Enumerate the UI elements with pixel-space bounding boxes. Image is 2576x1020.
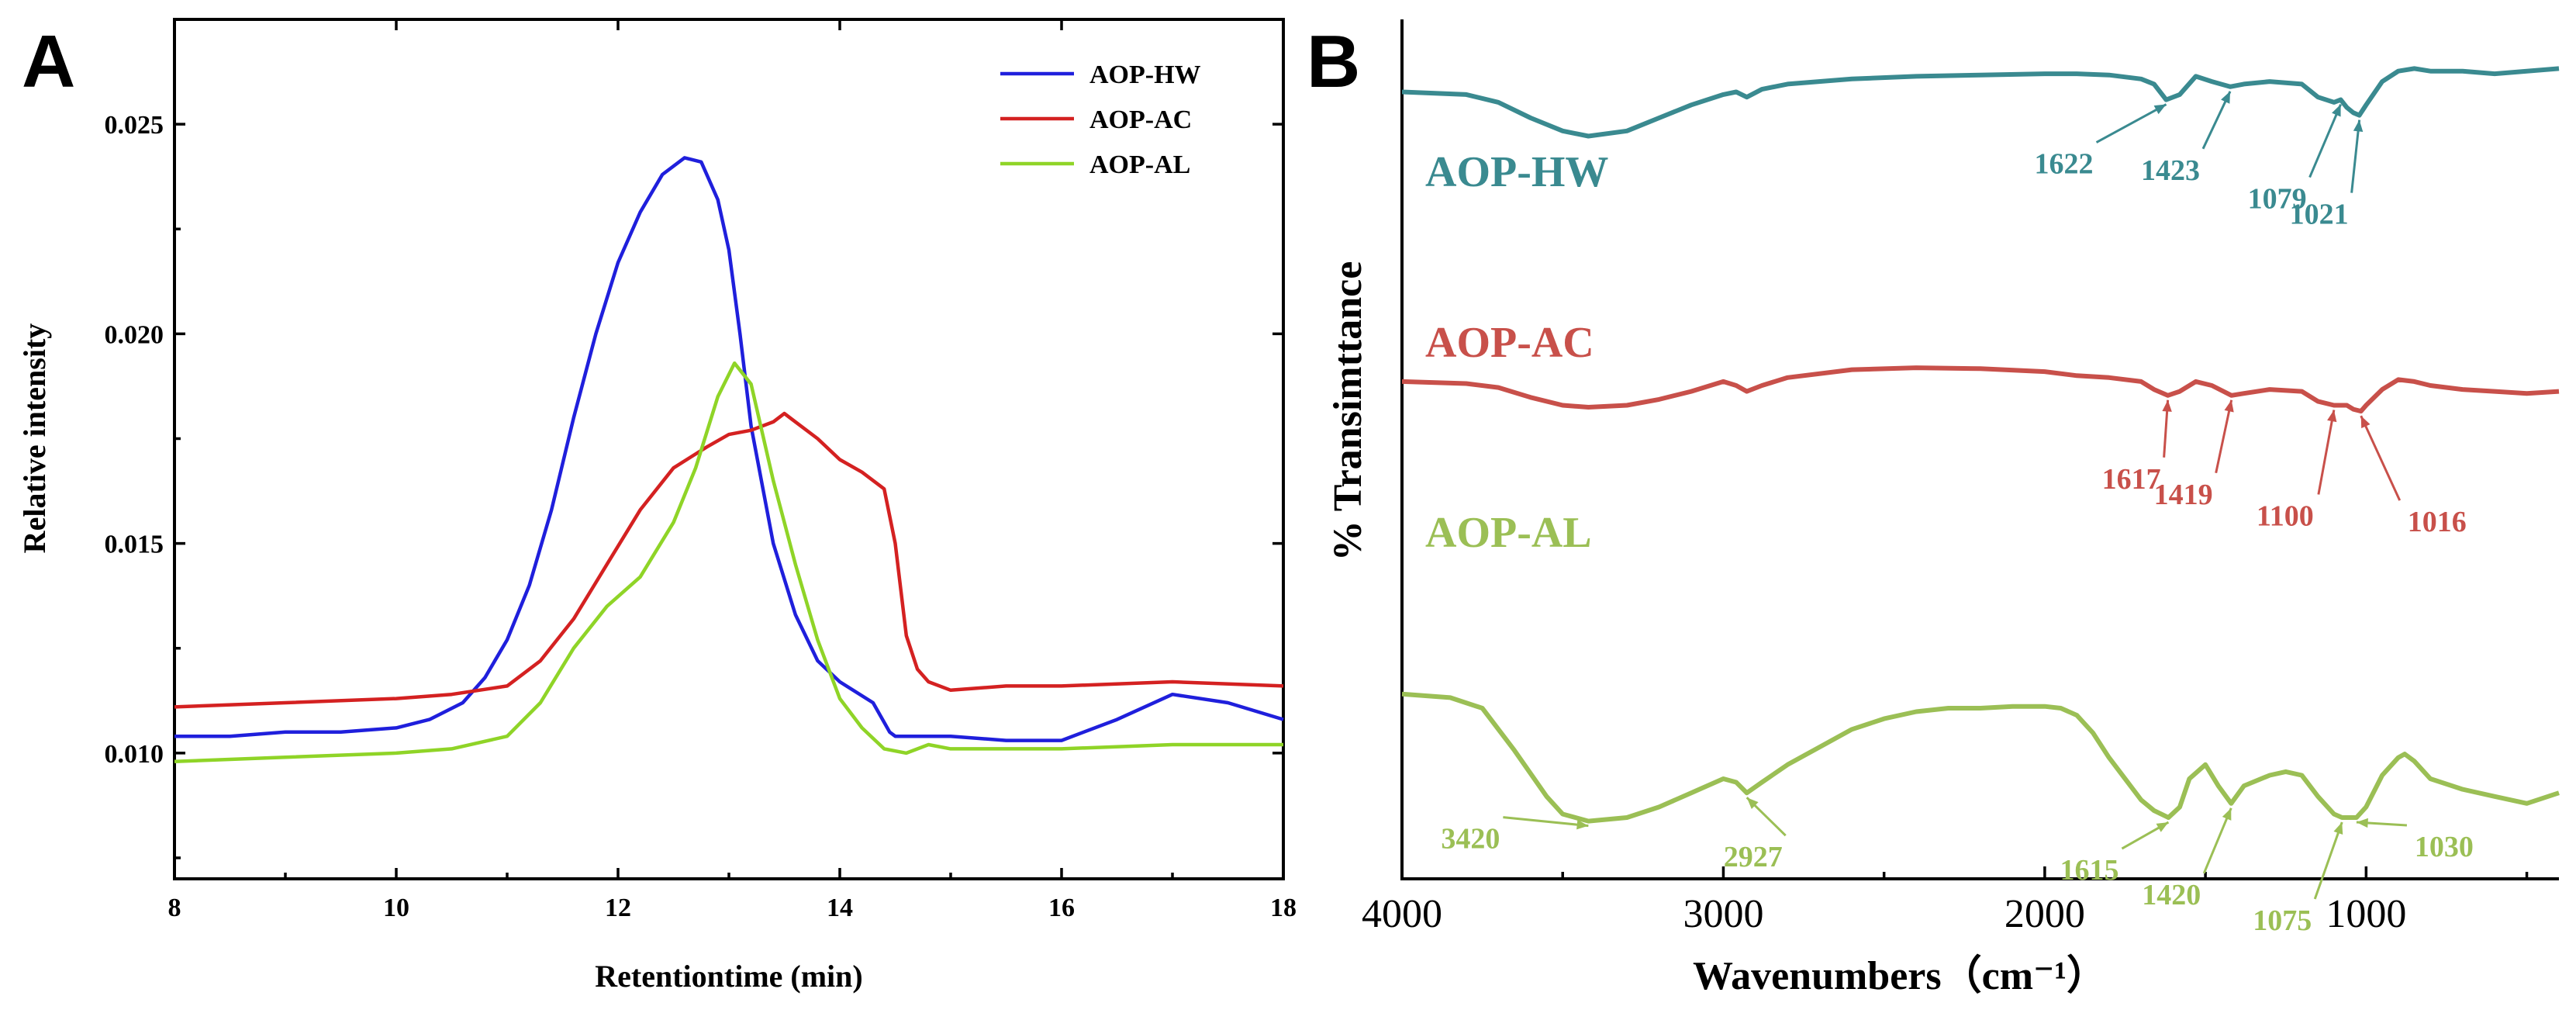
peak-label: 3420 bbox=[1441, 823, 1500, 856]
peak-label: 1423 bbox=[2141, 154, 2200, 187]
annotation-arrowhead bbox=[2353, 119, 2364, 132]
legend-entry: AOP-HW bbox=[1089, 61, 1201, 89]
x-tick-label: 8 bbox=[168, 894, 181, 922]
annotation-arrow bbox=[2215, 399, 2233, 474]
legend-entry: AOP-AC bbox=[1089, 105, 1192, 134]
peak-label: 1419 bbox=[2154, 479, 2213, 511]
y-tick-label: 0.015 bbox=[105, 531, 164, 559]
y-tick-label: 0.020 bbox=[105, 320, 164, 349]
annotation-arrowhead bbox=[2327, 410, 2337, 423]
annotation-arrowhead bbox=[1746, 797, 1759, 809]
panel-a-xlabel: Retentiontime (min) bbox=[595, 959, 862, 994]
peak-label: 1420 bbox=[2142, 879, 2201, 911]
panel-b-series-labels: AOP-HW AOP-AC AOP-AL bbox=[1425, 148, 1608, 557]
ir-line-aop-ac bbox=[1401, 365, 2560, 414]
series-line-aop-ac bbox=[174, 411, 1284, 709]
series-label: AOP-HW bbox=[1425, 148, 1608, 196]
series-label: AOP-AC bbox=[1425, 319, 1594, 367]
peak-label: 1622 bbox=[2035, 148, 2094, 181]
annotation-arrowhead bbox=[1576, 819, 1589, 830]
panel-a-frame bbox=[173, 18, 1285, 880]
peak-label: 1079 bbox=[2248, 183, 2307, 216]
annotation-arrowhead bbox=[2332, 104, 2341, 117]
panel-a-ticks: 8 10 12 14 16 18 0.010 0.015 0.020 0.025 bbox=[105, 19, 1297, 922]
panel-b-ylabel: % Transimttance bbox=[1326, 261, 1370, 562]
series-line-aop-hw bbox=[174, 156, 1284, 742]
x-tick-label: 14 bbox=[827, 894, 853, 922]
y-tick-label: 0.025 bbox=[105, 111, 164, 140]
peak-label: 1100 bbox=[2257, 500, 2314, 533]
annotation-arrowhead bbox=[2153, 104, 2167, 115]
annotation-arrowhead bbox=[2221, 91, 2231, 104]
x-tick-label: 10 bbox=[383, 894, 409, 922]
panel-a-series bbox=[174, 156, 1284, 763]
ir-line-aop-hw bbox=[1401, 66, 2560, 139]
ir-line-aop-al bbox=[1401, 691, 2560, 824]
annotation-arrowhead bbox=[2333, 822, 2343, 835]
annotation-arrowhead bbox=[2222, 807, 2232, 821]
x-tick-label: 4000 bbox=[1362, 892, 1442, 936]
panel-a-legend: AOP-HW AOP-AC AOP-AL bbox=[1000, 61, 1201, 179]
annotation-arrow bbox=[2202, 807, 2232, 874]
peak-label: 1016 bbox=[2408, 506, 2467, 538]
peak-label: 1030 bbox=[2415, 831, 2474, 863]
peak-label: 1021 bbox=[2290, 199, 2349, 231]
x-tick-label: 12 bbox=[605, 894, 631, 922]
x-tick-label: 3000 bbox=[1683, 892, 1763, 936]
annotation-arrow bbox=[2095, 103, 2167, 143]
panel-b-ticks: 4000 3000 2000 1000 bbox=[1362, 866, 2529, 936]
annotation-arrowhead bbox=[2224, 399, 2234, 413]
peak-label: 1617 bbox=[2102, 463, 2161, 496]
panel-b-label: B bbox=[1307, 20, 1360, 103]
x-tick-label: 1000 bbox=[2326, 892, 2406, 936]
annotation-arrowhead bbox=[2360, 416, 2371, 429]
annotation-arrowhead bbox=[2162, 399, 2172, 412]
panel-b-xlabel: Wavenumbers（cm⁻¹） bbox=[1693, 953, 2107, 998]
annotation-arrow bbox=[2308, 103, 2342, 178]
peak-label: 2927 bbox=[1724, 841, 1783, 873]
series-label: AOP-AL bbox=[1425, 509, 1592, 557]
y-tick-label: 0.010 bbox=[105, 740, 164, 769]
peak-label: 1075 bbox=[2253, 904, 2312, 937]
x-tick-label: 18 bbox=[1270, 894, 1297, 922]
panel-a-ylabel: Relative intensity bbox=[17, 323, 52, 554]
panel-a-label: A bbox=[22, 20, 75, 103]
panel-a: A 8 10 12 14 16 18 0.010 0.015 0.020 0.025 AOP-HW… bbox=[17, 18, 1297, 994]
panel-b: B 4000 3000 2000 1000 AOP-HW AOP-AC AOP-AL 16… bbox=[1307, 19, 2560, 998]
x-tick-label: 16 bbox=[1048, 894, 1075, 922]
panel-b-series bbox=[1401, 66, 2560, 824]
annotation-arrow bbox=[2313, 821, 2343, 900]
annotation-arrow bbox=[2350, 119, 2361, 193]
annotation-arrow bbox=[2360, 415, 2402, 501]
annotation-arrowhead bbox=[2356, 818, 2368, 828]
annotation-arrowhead bbox=[2156, 822, 2169, 832]
annotation-arrow bbox=[1503, 816, 1589, 828]
peak-label: 1615 bbox=[2060, 854, 2118, 887]
series-line-aop-al bbox=[174, 361, 1283, 763]
x-tick-label: 2000 bbox=[2005, 892, 2085, 936]
annotation-arrow bbox=[2317, 410, 2336, 495]
legend-entry: AOP-AL bbox=[1089, 150, 1190, 179]
